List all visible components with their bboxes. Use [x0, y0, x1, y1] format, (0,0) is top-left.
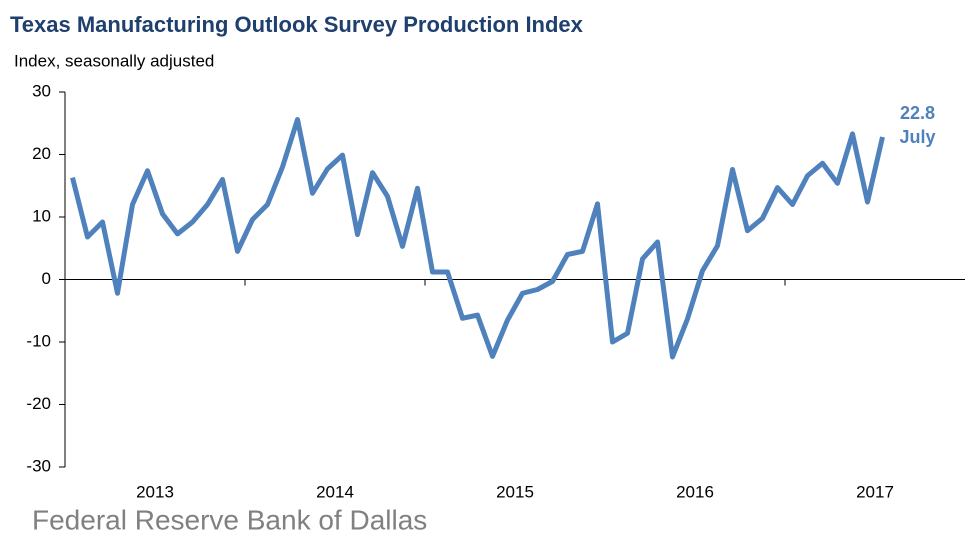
- y-tick-label: 20: [32, 144, 51, 163]
- x-tick-label: 2013: [136, 482, 174, 501]
- y-tick-label: -10: [26, 331, 51, 350]
- x-tick-label: 2016: [676, 482, 714, 501]
- series-line: [70, 117, 885, 360]
- value-label: 22.8: [900, 103, 935, 123]
- x-tick-label: 2017: [856, 482, 894, 501]
- y-tick-label: 10: [32, 206, 51, 225]
- y-tick-label: 30: [32, 81, 51, 100]
- x-tick-label: 2015: [496, 482, 534, 501]
- y-tick-label: -20: [26, 394, 51, 413]
- axis-subtitle: Index, seasonally adjusted: [14, 51, 214, 70]
- x-tick-label: 2014: [316, 482, 354, 501]
- y-tick-label: 0: [42, 269, 51, 288]
- annotation: July: [899, 127, 935, 147]
- source: Federal Reserve Bank of Dallas: [32, 504, 427, 535]
- chart-title: Texas Manufacturing Outlook Survey Produ…: [10, 12, 584, 37]
- y-tick-label: -30: [26, 456, 51, 475]
